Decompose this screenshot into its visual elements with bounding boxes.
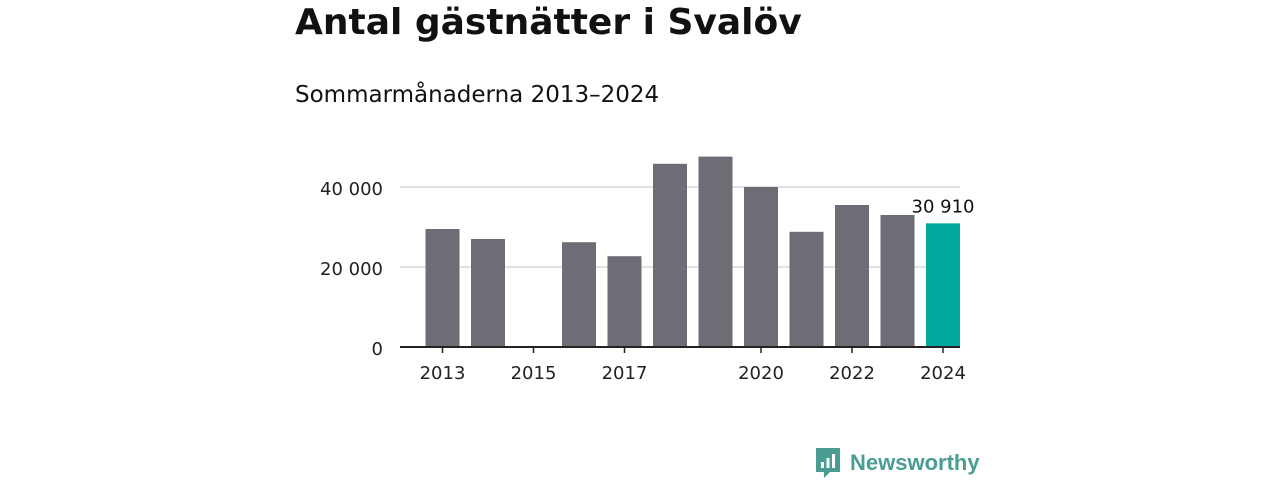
x-tick-label: 2020 — [738, 363, 784, 384]
newsworthy-icon — [816, 448, 840, 478]
brand-name: Newsworthy — [850, 450, 980, 475]
bar-2016 — [562, 242, 596, 347]
y-tick-label: 40 000 — [320, 179, 383, 200]
x-tick-label: 2024 — [920, 363, 966, 384]
bar-2020 — [744, 187, 778, 347]
x-tick-label: 2015 — [511, 363, 557, 384]
x-tick-label: 2022 — [829, 363, 875, 384]
bar-2022 — [835, 205, 869, 347]
newsworthy-logo: Newsworthy — [814, 446, 980, 480]
bar-2023 — [880, 215, 915, 347]
bar-2021 — [789, 231, 824, 347]
bar-chart: 0 20 000 40 000 2013 2015 2017 2020 2022 2024 30 … — [320, 156, 975, 384]
bar-2017 — [607, 256, 642, 347]
bar-2019 — [698, 156, 733, 347]
data-label: 30 910 — [912, 196, 975, 217]
bar-2024 — [926, 223, 960, 347]
x-tick-label: 2017 — [602, 363, 648, 384]
bar-2014 — [471, 239, 505, 347]
bar-2013 — [425, 229, 460, 347]
y-tick-label: 20 000 — [320, 259, 383, 280]
x-tick-label: 2013 — [420, 363, 466, 384]
chart-subtitle: Sommarmånaderna 2013–2024 — [295, 82, 660, 108]
y-tick-label: 0 — [372, 339, 383, 360]
chart-title: Antal gästnätter i Svalöv — [295, 2, 802, 43]
bar-2018 — [653, 163, 687, 347]
